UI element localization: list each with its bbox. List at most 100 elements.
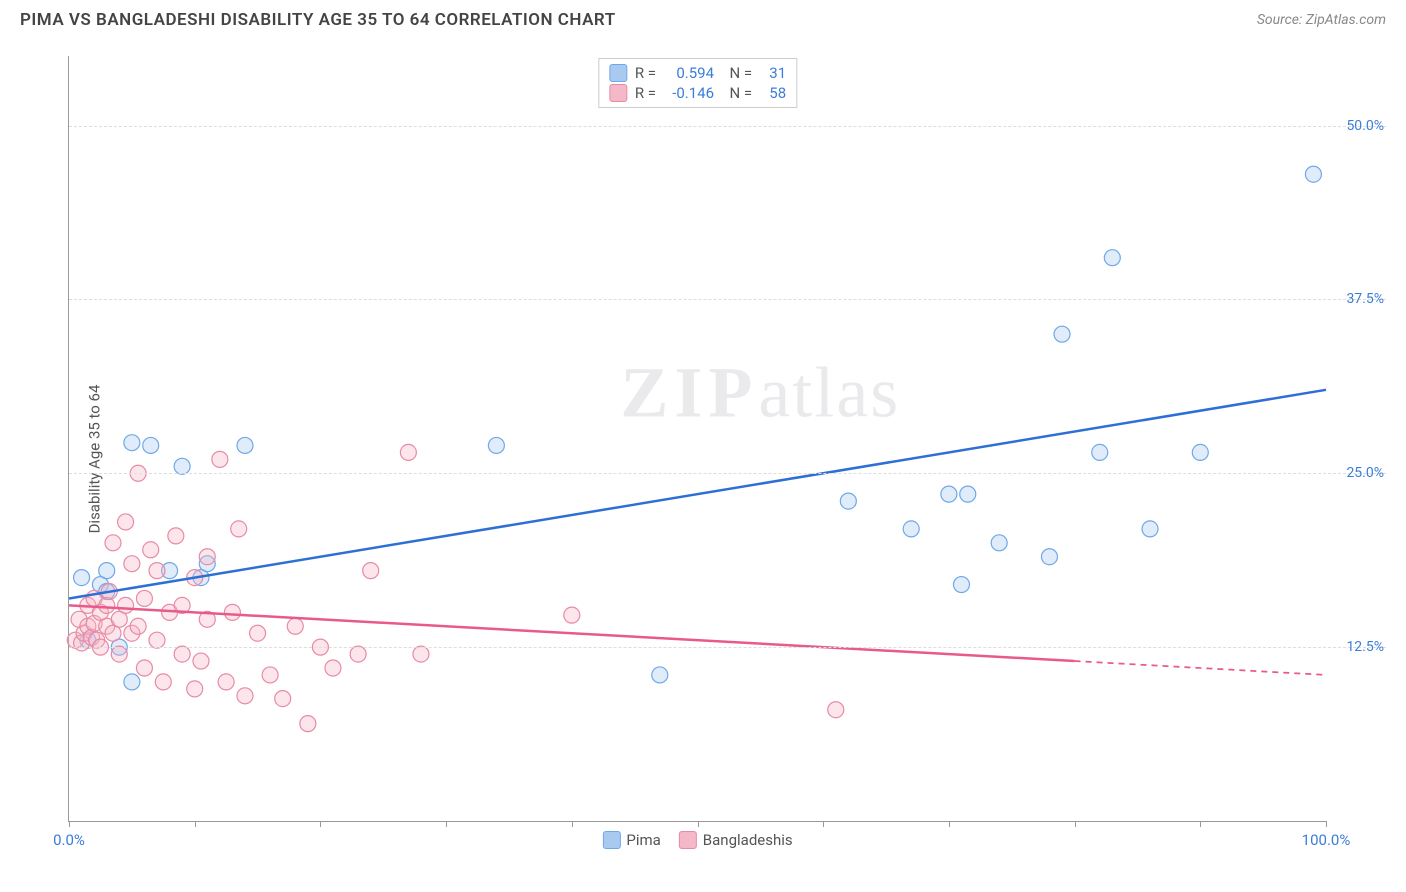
data-point xyxy=(118,597,134,613)
data-point xyxy=(652,667,668,683)
r-value-pima: 0.594 xyxy=(662,64,714,82)
legend-label-bangladeshis: Bangladeshis xyxy=(703,831,793,849)
data-point xyxy=(99,597,115,613)
data-point xyxy=(325,660,341,676)
x-tick xyxy=(698,821,699,827)
data-point xyxy=(350,646,366,662)
gridline xyxy=(69,126,1386,127)
r-label: R = xyxy=(635,64,656,82)
r-label: R = xyxy=(635,84,656,102)
data-point xyxy=(300,716,316,732)
x-tick xyxy=(195,821,196,827)
chart-title: PIMA VS BANGLADESHI DISABILITY AGE 35 TO… xyxy=(20,10,616,30)
swatch-bangladeshis xyxy=(679,831,697,849)
data-point xyxy=(193,653,209,669)
data-point xyxy=(1192,444,1208,460)
gridline xyxy=(69,647,1386,648)
x-tick xyxy=(1075,821,1076,827)
n-value-bangladeshis: 58 xyxy=(758,84,786,102)
x-tick xyxy=(320,821,321,827)
data-point xyxy=(143,437,159,453)
y-tick-label: 25.0% xyxy=(1329,465,1384,481)
data-point xyxy=(1041,549,1057,565)
data-point xyxy=(262,667,278,683)
data-point xyxy=(124,435,140,451)
data-point xyxy=(231,521,247,537)
legend-label-pima: Pima xyxy=(626,831,660,849)
data-point xyxy=(363,563,379,579)
data-point xyxy=(840,493,856,509)
trend-line-dashed xyxy=(1075,661,1326,675)
gridline xyxy=(69,473,1386,474)
trend-line xyxy=(69,390,1326,599)
x-tick xyxy=(446,821,447,827)
y-tick-label: 12.5% xyxy=(1329,639,1384,655)
data-point xyxy=(149,632,165,648)
y-tick-label: 37.5% xyxy=(1329,291,1384,307)
data-point xyxy=(991,535,1007,551)
x-tick xyxy=(69,821,70,827)
x-tick xyxy=(1326,821,1327,827)
data-point xyxy=(941,486,957,502)
x-tick xyxy=(823,821,824,827)
data-point xyxy=(960,486,976,502)
data-point xyxy=(99,563,115,579)
data-point xyxy=(224,604,240,620)
data-point xyxy=(1305,166,1321,182)
series-legend: Pima Bangladeshis xyxy=(602,831,792,849)
data-point xyxy=(287,618,303,634)
data-point xyxy=(218,674,234,690)
data-point xyxy=(187,681,203,697)
swatch-bangladeshis xyxy=(609,84,627,102)
data-point xyxy=(237,437,253,453)
x-tick xyxy=(949,821,950,827)
data-point xyxy=(168,528,184,544)
data-point xyxy=(74,570,90,586)
data-point xyxy=(1092,444,1108,460)
r-value-bangladeshis: -0.146 xyxy=(662,84,714,102)
data-point xyxy=(250,625,266,641)
data-point xyxy=(275,691,291,707)
x-tick xyxy=(1200,821,1201,827)
legend-row-bangladeshis: R = -0.146 N = 58 xyxy=(609,83,786,103)
data-point xyxy=(1054,326,1070,342)
data-point xyxy=(1142,521,1158,537)
x-tick-label: 0.0% xyxy=(53,831,85,849)
data-point xyxy=(237,688,253,704)
data-point xyxy=(143,542,159,558)
y-tick-label: 50.0% xyxy=(1329,118,1384,134)
data-point xyxy=(413,646,429,662)
data-point xyxy=(400,444,416,460)
data-point xyxy=(124,674,140,690)
data-point xyxy=(124,556,140,572)
chart-container: Disability Age 35 to 64 ZIPatlas R = 0.5… xyxy=(20,46,1386,872)
correlation-legend: R = 0.594 N = 31 R = -0.146 N = 58 xyxy=(598,58,797,108)
data-point xyxy=(953,577,969,593)
gridline xyxy=(69,299,1386,300)
data-point xyxy=(564,607,580,623)
x-tick-label: 100.0% xyxy=(1302,831,1351,849)
data-point xyxy=(149,563,165,579)
data-point xyxy=(199,549,215,565)
n-label: N = xyxy=(722,84,752,102)
data-point xyxy=(174,458,190,474)
plot-svg xyxy=(69,56,1326,821)
data-point xyxy=(174,646,190,662)
data-point xyxy=(828,702,844,718)
legend-row-pima: R = 0.594 N = 31 xyxy=(609,63,786,83)
data-point xyxy=(136,660,152,676)
data-point xyxy=(903,521,919,537)
swatch-pima xyxy=(609,64,627,82)
source-attribution: Source: ZipAtlas.com xyxy=(1257,12,1386,28)
data-point xyxy=(130,618,146,634)
x-tick xyxy=(572,821,573,827)
legend-item-bangladeshis: Bangladeshis xyxy=(679,831,793,849)
data-point xyxy=(488,437,504,453)
data-point xyxy=(155,674,171,690)
data-point xyxy=(111,646,127,662)
n-value-pima: 31 xyxy=(758,64,786,82)
n-label: N = xyxy=(722,64,752,82)
data-point xyxy=(105,535,121,551)
legend-item-pima: Pima xyxy=(602,831,660,849)
data-point xyxy=(118,514,134,530)
